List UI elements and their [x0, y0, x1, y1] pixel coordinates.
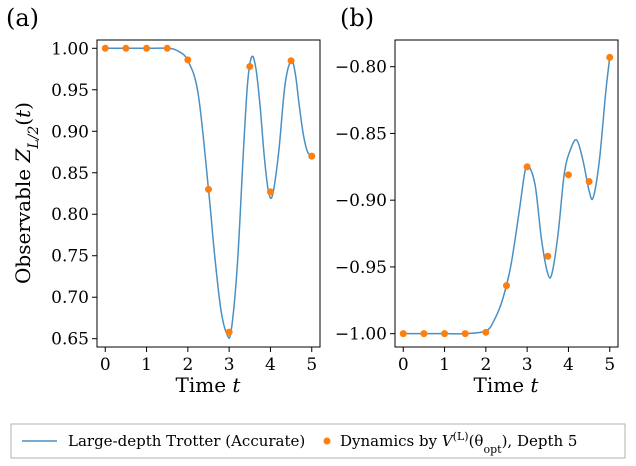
- panel-b-xtick-label: 4: [563, 355, 574, 375]
- x-axis-label-word: Time: [176, 373, 233, 397]
- panel-a-dynamics-point: [205, 185, 212, 193]
- panel-b-dynamics-point: [585, 177, 593, 185]
- panel-a-xtick-label: 2: [182, 355, 193, 375]
- panel-b-plot-area: [399, 53, 614, 338]
- panel-a-xtick-label: 5: [306, 355, 317, 375]
- panel-a-ytick-label: 0.75: [51, 247, 89, 267]
- y-axis-label-sub: L/2: [26, 126, 42, 150]
- legend-scatter-sup: (L): [453, 430, 469, 443]
- legend-scatter-prefix: Dynamics by: [340, 432, 442, 450]
- panel-a-x-axis-label: Time t: [176, 373, 242, 397]
- y-axis-label-paren-open: (: [11, 118, 35, 126]
- x-axis-label-var: t: [530, 373, 539, 397]
- panel-a-dynamics-point: [287, 57, 295, 65]
- panel-b-y-ticks: −1.00 −0.95 −0.90 −0.85 −0.80: [335, 58, 395, 345]
- panel-a-y-ticks: 0.65 0.70 0.75 0.80 0.85 0.90 0.95 1.00: [51, 39, 97, 350]
- panel-a-trotter-line: [105, 47, 313, 339]
- panel-b-dynamics-point: [564, 171, 572, 179]
- panel-b-ytick-label: −0.95: [335, 258, 387, 278]
- panel-b-xtick-label: 5: [604, 355, 615, 375]
- panel-a-dynamics-point: [143, 44, 151, 52]
- legend-scatter-theta: (θ: [469, 432, 484, 450]
- panel-b-ytick-label: −0.90: [335, 191, 387, 211]
- legend-frame: [10, 423, 626, 459]
- legend-scatter-label: Dynamics by V(L)(θopt), Depth 5: [340, 430, 577, 456]
- panel-a-ytick-label: 0.85: [51, 164, 89, 184]
- panel-a-dynamics-point: [163, 44, 171, 52]
- panel-a-ytick-label: 0.95: [51, 81, 89, 101]
- legend-scatter-sub: opt: [483, 443, 502, 456]
- panel-b-dynamics-point: [503, 282, 510, 290]
- panel-a-y-axis-label: Observable ZL/2(t): [11, 102, 42, 284]
- legend-scatter-suffix: ), Depth 5: [502, 432, 578, 450]
- panel-a-ytick-label: 1.00: [51, 39, 89, 59]
- panel-b-dynamics-point: [544, 252, 552, 260]
- panel-a-dynamics-point: [101, 44, 109, 52]
- x-axis-label-word: Time: [474, 373, 531, 397]
- panel-a-ytick-label: 0.90: [51, 122, 89, 142]
- panel-a-frame: [96, 39, 321, 348]
- panel-a-dynamics-point: [184, 56, 192, 64]
- panel-b-dynamics-point: [420, 330, 428, 338]
- panel-a-dynamics-point: [122, 44, 130, 52]
- panel-b-dynamics-point: [399, 330, 407, 338]
- panel-a-ytick-label: 0.80: [51, 205, 89, 225]
- panel-b-x-ticks: 0 1 2 3 4 5: [398, 347, 615, 375]
- panel-b-ytick-label: −0.85: [335, 124, 387, 144]
- panel-a-label: (a): [6, 4, 39, 32]
- panel-b-dynamics-point: [523, 163, 531, 171]
- legend-scatter-v: V: [442, 432, 455, 450]
- panel-b-ytick-label: −0.80: [335, 58, 387, 78]
- panel-b-dynamics-point: [482, 328, 490, 336]
- panel-b-ytick-label: −1.00: [335, 325, 387, 345]
- panel-a-xtick-label: 1: [141, 355, 152, 375]
- panel-b-label: (b): [340, 4, 374, 32]
- panel-a-dynamics-point: [225, 328, 233, 336]
- panel-a-ytick-label: 0.70: [51, 288, 89, 308]
- panel-a-xtick-label: 4: [265, 355, 276, 375]
- panel-a-xtick-label: 0: [100, 355, 111, 375]
- panel-a-dynamics-point: [308, 152, 316, 160]
- panel-b-xtick-label: 3: [522, 355, 533, 375]
- panel-a-dynamics-point: [266, 188, 274, 196]
- legend-line-label: Large-depth Trotter (Accurate): [68, 432, 305, 450]
- y-axis-label-word: Observable: [11, 163, 35, 284]
- panel-a-plot-area: [101, 44, 316, 339]
- panel-a-ytick-label: 0.65: [51, 330, 89, 350]
- panel-b-x-axis-label: Time t: [474, 373, 540, 397]
- x-axis-label-var: t: [232, 373, 241, 397]
- panel-b: (b) −1.00 −0.95 −0.90 −0.85 −0.80 0 1 2 3 4 5 Tim…: [335, 4, 619, 397]
- y-axis-label-z: Z: [11, 148, 35, 164]
- panel-b-frame: [394, 39, 619, 348]
- legend-marker-swatch: [323, 437, 331, 445]
- legend: Large-depth Trotter (Accurate) Dynamics …: [10, 423, 626, 459]
- panel-b-xtick-label: 1: [439, 355, 450, 375]
- panel-a-dynamics-point: [246, 63, 254, 71]
- panel-b-trotter-line: [403, 57, 611, 335]
- panel-b-dynamics-point: [441, 330, 449, 338]
- panel-b-xtick-label: 0: [398, 355, 409, 375]
- panel-b-dynamics-point: [461, 330, 469, 338]
- panel-a-xtick-label: 3: [224, 355, 235, 375]
- y-axis-label-t: t: [11, 109, 35, 118]
- panel-b-dynamics-point: [606, 53, 614, 61]
- panel-a-x-ticks: 0 1 2 3 4 5: [100, 347, 317, 375]
- y-axis-label-paren-close: ): [11, 102, 35, 110]
- panel-b-xtick-label: 2: [480, 355, 491, 375]
- panel-a: (a) 0.65 0.70 0.75 0.80 0.85 0.90 0.95 1.00 0 1 2…: [6, 4, 321, 397]
